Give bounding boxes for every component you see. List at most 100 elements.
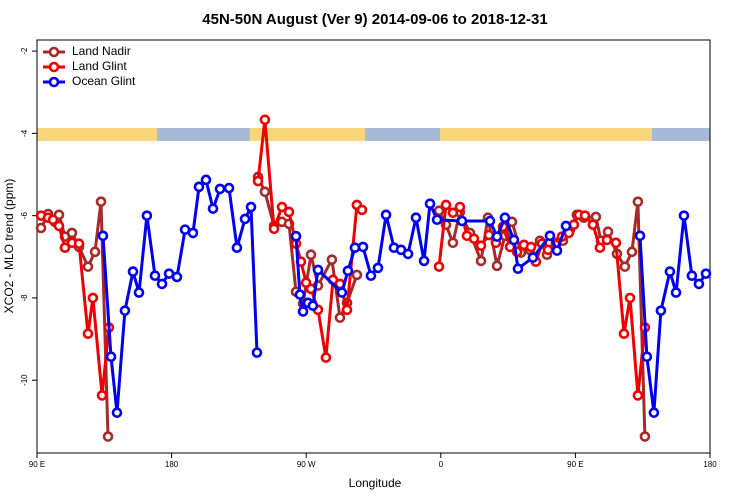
point — [357, 241, 369, 253]
point — [200, 174, 212, 186]
point — [402, 248, 414, 260]
point — [305, 249, 317, 261]
point — [349, 242, 361, 254]
point — [259, 186, 271, 198]
point — [334, 312, 346, 323]
point — [418, 255, 430, 267]
point — [127, 266, 139, 277]
point — [410, 212, 422, 224]
series — [35, 114, 651, 401]
point — [587, 219, 599, 230]
point — [447, 237, 459, 249]
x-tick-label: 0 — [439, 460, 444, 469]
point — [641, 351, 653, 363]
point — [440, 199, 452, 211]
y-tick-label: -4 — [20, 129, 29, 137]
point — [433, 205, 445, 217]
point — [341, 304, 353, 316]
point — [483, 229, 495, 241]
point — [307, 300, 319, 312]
point — [297, 306, 309, 317]
point — [602, 226, 614, 237]
point — [447, 207, 459, 219]
point — [693, 278, 705, 290]
point — [342, 265, 354, 277]
point — [231, 242, 243, 254]
land-band — [440, 128, 652, 141]
point — [508, 234, 520, 246]
point — [73, 238, 85, 249]
point — [626, 246, 638, 258]
point — [579, 210, 591, 221]
point — [95, 196, 107, 207]
point — [632, 390, 644, 401]
point — [35, 222, 47, 234]
point — [700, 268, 712, 279]
point — [268, 223, 280, 235]
point — [149, 270, 161, 282]
point — [47, 214, 59, 226]
point — [634, 230, 646, 242]
point — [259, 114, 271, 126]
land-band — [37, 128, 157, 141]
y-tick-label: -2 — [20, 47, 29, 55]
point — [171, 271, 183, 283]
map-strip — [37, 128, 710, 141]
point — [491, 260, 503, 272]
point — [96, 390, 108, 401]
point — [336, 287, 348, 298]
y-tick-label: -8 — [20, 294, 29, 302]
point — [380, 209, 392, 221]
point — [193, 181, 205, 193]
land-band — [250, 128, 365, 141]
x-tick-label: 180 — [165, 460, 179, 469]
chart-title: 45N-50N August (Ver 9) 2014-09-06 to 201… — [202, 11, 547, 28]
point — [141, 210, 153, 221]
y-tick-label: -10 — [20, 374, 29, 386]
point — [133, 287, 145, 298]
point — [312, 264, 324, 276]
point — [512, 263, 524, 275]
point — [468, 233, 480, 244]
point — [320, 352, 332, 363]
point — [484, 215, 496, 227]
point — [82, 328, 94, 340]
legend-swatch-marker — [48, 76, 60, 88]
point — [351, 269, 363, 281]
point — [542, 244, 554, 256]
point — [356, 204, 368, 216]
point — [365, 270, 377, 282]
point — [670, 287, 682, 298]
point — [454, 201, 466, 213]
point — [326, 254, 338, 265]
legend-label: Land Glint — [72, 59, 127, 73]
y-axis-label: XCO2 - MLO trend (ppm) — [2, 179, 16, 314]
x-tick-label: 90 E — [567, 460, 583, 469]
point — [424, 198, 436, 210]
point — [632, 196, 644, 207]
point — [544, 230, 556, 242]
point — [59, 242, 71, 254]
point — [82, 261, 94, 272]
point — [624, 292, 636, 304]
x-tick-label: 90 E — [29, 460, 45, 469]
point — [187, 227, 199, 239]
point — [276, 201, 288, 213]
point — [499, 212, 511, 224]
point — [639, 431, 651, 442]
point — [560, 220, 572, 232]
legend-swatch-marker — [48, 46, 60, 58]
point — [610, 237, 622, 249]
y-tick-label: -6 — [20, 212, 29, 220]
point — [214, 183, 226, 195]
point — [97, 230, 109, 242]
point — [87, 292, 99, 304]
point — [594, 242, 606, 254]
x-tick-label: 90 W — [297, 460, 316, 469]
point — [53, 220, 65, 232]
point — [491, 231, 503, 242]
